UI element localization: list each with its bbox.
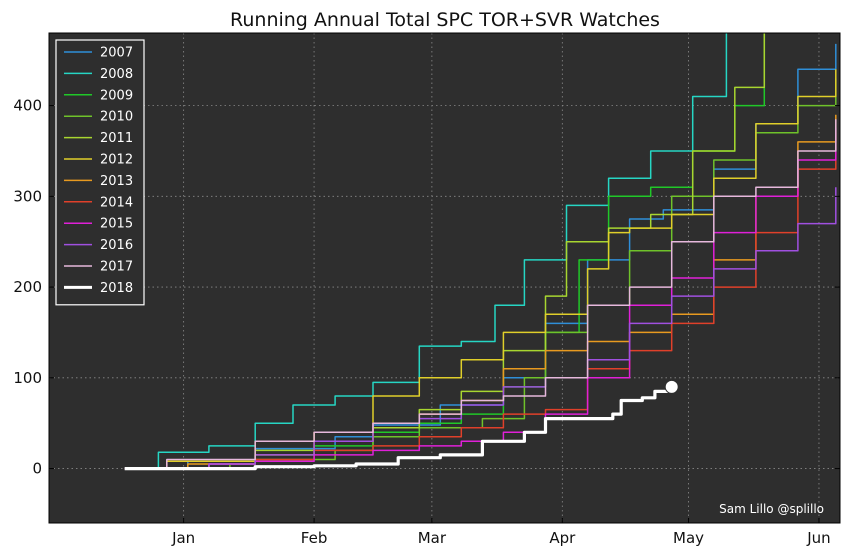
legend-label-2007: 2007	[100, 46, 133, 61]
series-line-2018	[124, 386, 674, 471]
legend: 2007 2008 2009 2010 2011 2012 2013 2014 2015 2016…	[55, 39, 145, 306]
y-tick-label: 100	[13, 369, 42, 387]
credit-text: Sam Lillo @splillo	[719, 502, 824, 516]
x-tick-label: Mar	[418, 529, 447, 547]
x-tick-label: Feb	[301, 529, 328, 547]
legend-box	[55, 39, 145, 306]
x-tick-label: Apr	[549, 529, 576, 547]
legend-label-2014: 2014	[100, 195, 133, 210]
series-line-2017	[124, 119, 837, 470]
axis-ticks: 0 100 200 300 400 Jan Feb Mar Apr May Jun	[13, 97, 840, 547]
series-lines	[124, 33, 837, 471]
legend-label-2018: 2018	[100, 281, 133, 296]
y-tick-label: 400	[13, 97, 42, 115]
legend-label-2016: 2016	[100, 238, 133, 253]
chart-title: Running Annual Total SPC TOR+SVR Watches	[230, 9, 660, 31]
legend-label-2009: 2009	[100, 88, 133, 103]
y-tick-label: 300	[13, 187, 42, 205]
y-tick-label: 0	[32, 460, 42, 478]
y-tick-label: 200	[13, 278, 42, 296]
x-tick-label: May	[673, 529, 704, 547]
x-tick-label: Jan	[171, 529, 195, 547]
legend-label-2010: 2010	[100, 110, 133, 125]
legend-label-2013: 2013	[100, 174, 133, 189]
legend-label-2011: 2011	[100, 131, 133, 146]
legend-label-2008: 2008	[100, 67, 133, 82]
legend-label-2017: 2017	[100, 260, 133, 275]
series-endpoint-2018	[664, 379, 679, 394]
plot-frame	[48, 32, 841, 524]
legend-label-2012: 2012	[100, 153, 133, 168]
legend-label-2015: 2015	[100, 217, 133, 232]
plot-area	[49, 33, 840, 523]
x-tick-label: Jun	[806, 529, 830, 547]
